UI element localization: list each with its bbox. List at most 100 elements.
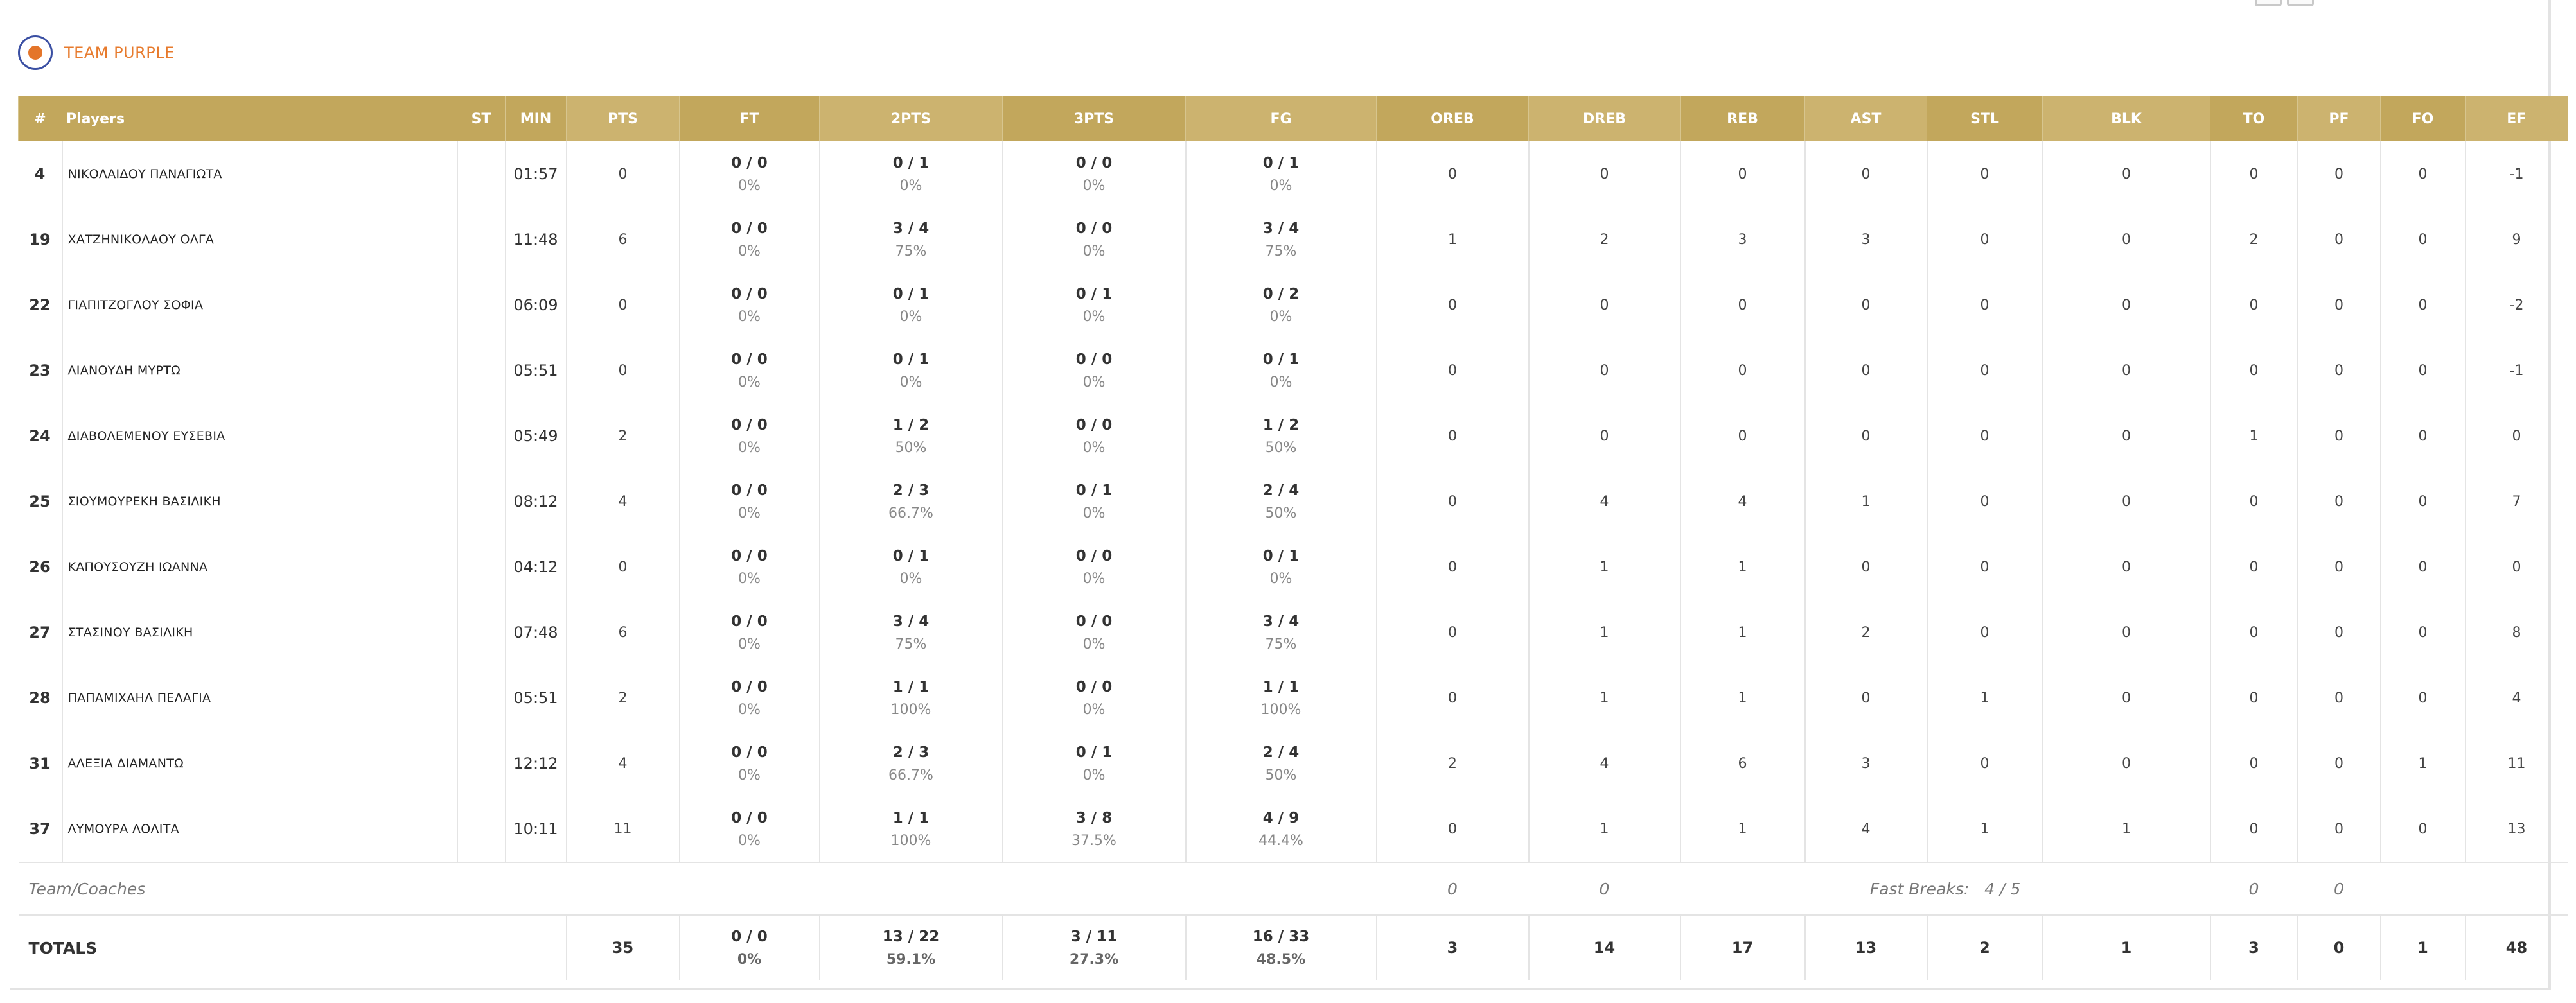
col-header-blk[interactable]: BLK	[2042, 96, 2210, 141]
player-to: 0	[2209, 600, 2298, 665]
player-minutes: 06:09	[504, 272, 567, 338]
player-oreb: 0	[1375, 338, 1529, 403]
col-header-ast[interactable]: AST	[1804, 96, 1927, 141]
player-points: 2	[565, 403, 680, 469]
player-blk: 0	[2042, 665, 2210, 731]
totals-pts: 35	[565, 914, 680, 980]
col-header-fo[interactable]: FO	[2380, 96, 2466, 141]
player-blk: 0	[2042, 403, 2210, 469]
player-pf: 0	[2297, 796, 2381, 862]
player-points: 4	[565, 469, 680, 534]
player-oreb: 0	[1375, 469, 1529, 534]
team-logo-icon	[18, 35, 53, 70]
col-header-oreb[interactable]: OREB	[1376, 96, 1529, 141]
player-ef: 7	[2464, 469, 2568, 534]
player-p3: 0 / 0 0%	[1001, 403, 1186, 469]
team-name[interactable]: TEAM PURPLE	[64, 44, 175, 62]
player-pf: 0	[2297, 403, 2381, 469]
player-reb: 3	[1679, 207, 1805, 272]
player-ft: 0 / 0 0%	[678, 796, 820, 862]
player-minutes: 08:12	[504, 469, 567, 534]
player-blk: 1	[2042, 796, 2210, 862]
player-points: 6	[565, 207, 680, 272]
player-pf: 0	[2297, 207, 2381, 272]
player-starter	[456, 796, 506, 862]
col-header-players[interactable]: Players	[62, 96, 457, 141]
totals-fg: 16 / 33 48.5%	[1185, 914, 1377, 980]
control-box-2[interactable]	[2287, 0, 2314, 6]
col-header-min[interactable]: MIN	[505, 96, 567, 141]
player-number: 19	[29, 231, 51, 249]
player-p2: 1 / 1 100%	[818, 796, 1003, 862]
col-header-3pts[interactable]: 3PTS	[1002, 96, 1186, 141]
col-header-dreb[interactable]: DREB	[1528, 96, 1681, 141]
player-dreb: 0	[1528, 338, 1681, 403]
player-blk: 0	[2042, 141, 2210, 207]
player-stl: 0	[1926, 469, 2043, 534]
player-pf: 0	[2297, 141, 2381, 207]
table-row: 28 ΠΑΠΑΜΙΧΑΗΛ ΠΕΛΑΓΙΑ 05:51 2 0 / 0 0% 1 / 1 10…	[19, 665, 2568, 731]
col-header-number[interactable]: #	[18, 96, 62, 141]
player-reb: 4	[1679, 469, 1805, 534]
player-oreb: 0	[1375, 796, 1529, 862]
player-fo: 1	[2379, 731, 2466, 796]
table-header-row: # Players ST MIN PTS FT 2PTS 3PTS FG OREB DREB REB A…	[18, 96, 2568, 141]
player-starter	[456, 338, 506, 403]
totals-pf: 0	[2297, 914, 2381, 980]
player-oreb: 0	[1375, 272, 1529, 338]
player-name: ΣΙΟΥΜΟΥΡΕΚΗ ΒΑΣΙΛΙΚΗ	[61, 469, 457, 534]
player-fo: 0	[2379, 534, 2466, 600]
control-box-1[interactable]	[2255, 0, 2282, 6]
player-fo: 0	[2379, 141, 2466, 207]
player-to: 0	[2209, 796, 2298, 862]
team-coaches-row: Team/Coaches 0 0 Fast Breaks: 4 / 5 0 0	[18, 862, 2568, 915]
player-pf: 0	[2297, 534, 2381, 600]
player-ast: 0	[1804, 141, 1927, 207]
player-name: ΑΛΕΞΙΑ ΔΙΑΜΑΝΤΩ	[61, 731, 457, 796]
col-header-2pts[interactable]: 2PTS	[819, 96, 1003, 141]
player-dreb: 1	[1528, 600, 1681, 665]
col-header-st[interactable]: ST	[457, 96, 506, 141]
player-ef: -1	[2464, 141, 2568, 207]
player-points: 2	[565, 665, 680, 731]
col-header-stl[interactable]: STL	[1927, 96, 2043, 141]
col-header-ft[interactable]: FT	[679, 96, 820, 141]
player-pf: 0	[2297, 665, 2381, 731]
player-stl: 0	[1926, 207, 2043, 272]
col-header-fg[interactable]: FG	[1185, 96, 1377, 141]
table-row: 24 ΔΙΑΒΟΛΕΜΕΝΟΥ ΕΥΣΕΒΙΑ 05:49 2 0 / 0 0% 1 / 2…	[19, 403, 2568, 469]
player-blk: 0	[2042, 731, 2210, 796]
player-blk: 0	[2042, 469, 2210, 534]
player-fg: 3 / 4 75%	[1185, 207, 1377, 272]
player-ef: 4	[2464, 665, 2568, 731]
player-fg: 3 / 4 75%	[1185, 600, 1377, 665]
col-header-ef[interactable]: EF	[2465, 96, 2568, 141]
col-header-reb[interactable]: REB	[1680, 96, 1805, 141]
player-reb: 0	[1679, 403, 1805, 469]
player-ast: 0	[1804, 534, 1927, 600]
player-ft: 0 / 0 0%	[678, 272, 820, 338]
player-ast: 0	[1804, 338, 1927, 403]
player-starter	[456, 141, 506, 207]
player-to: 1	[2209, 403, 2298, 469]
table-row: 19 ΧΑΤΖΗΝΙΚΟΛΑΟΥ ΟΛΓΑ 11:48 6 0 / 0 0% 3 / 4 75…	[19, 207, 2568, 272]
totals-ast: 13	[1804, 914, 1927, 980]
totals-fo: 1	[2379, 914, 2466, 980]
player-fg: 4 / 9 44.4%	[1185, 796, 1377, 862]
player-number: 23	[29, 362, 51, 379]
player-p2: 2 / 3 66.7%	[818, 731, 1003, 796]
player-minutes: 11:48	[504, 207, 567, 272]
col-header-to[interactable]: TO	[2210, 96, 2298, 141]
player-minutes: 07:48	[504, 600, 567, 665]
player-number: 22	[29, 296, 51, 314]
col-header-pf[interactable]: PF	[2297, 96, 2381, 141]
player-minutes: 10:11	[504, 796, 567, 862]
col-header-pts[interactable]: PTS	[566, 96, 680, 141]
player-ast: 1	[1804, 469, 1927, 534]
player-blk: 0	[2042, 272, 2210, 338]
player-blk: 0	[2042, 600, 2210, 665]
player-to: 0	[2209, 469, 2298, 534]
player-stl: 1	[1926, 796, 2043, 862]
player-fo: 0	[2379, 207, 2466, 272]
